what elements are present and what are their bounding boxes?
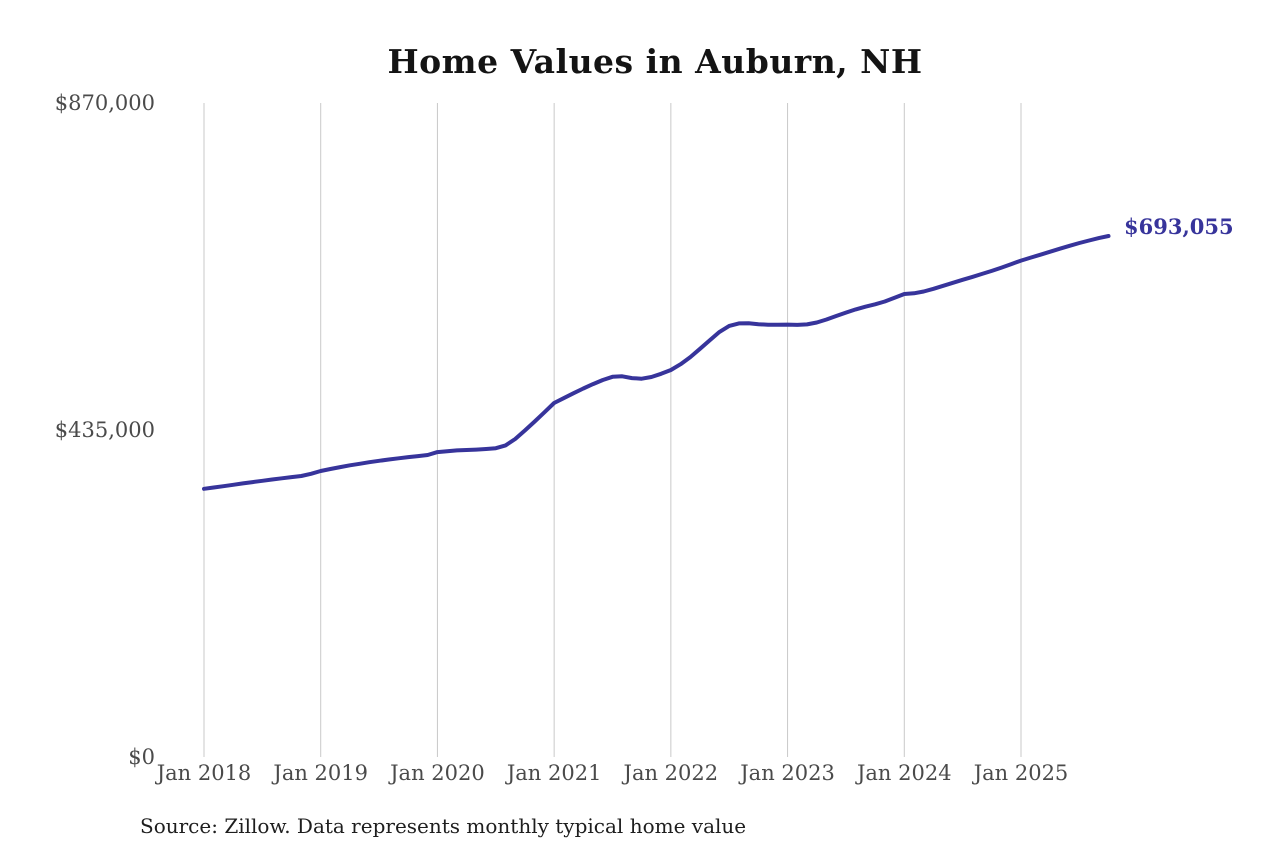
x-tick-label-jan-2025: Jan 2025 xyxy=(973,761,1069,785)
y-tick-label-0: $0 xyxy=(128,745,155,769)
y-tick-label-435000: $435,000 xyxy=(54,418,155,442)
x-tick-label-jan-2018: Jan 2018 xyxy=(156,761,252,785)
x-tick-label-jan-2024: Jan 2024 xyxy=(856,761,952,785)
x-tick-label-jan-2023: Jan 2023 xyxy=(740,761,835,785)
x-tick-label-jan-2019: Jan 2019 xyxy=(273,761,368,785)
x-tick-label-jan-2020: Jan 2020 xyxy=(390,761,485,785)
x-tick-label-jan-2022: Jan 2022 xyxy=(623,761,719,785)
gridlines xyxy=(203,103,1022,757)
home-value-line xyxy=(202,234,1111,491)
y-tick-label-870000: $870,000 xyxy=(54,91,155,115)
source-note: Source: Zillow. Data represents monthly … xyxy=(140,814,747,838)
end-value-label: $693,055 xyxy=(1124,214,1234,239)
x-tick-label-jan-2021: Jan 2021 xyxy=(506,761,602,785)
chart-title: Home Values in Auburn, NH xyxy=(387,42,923,81)
